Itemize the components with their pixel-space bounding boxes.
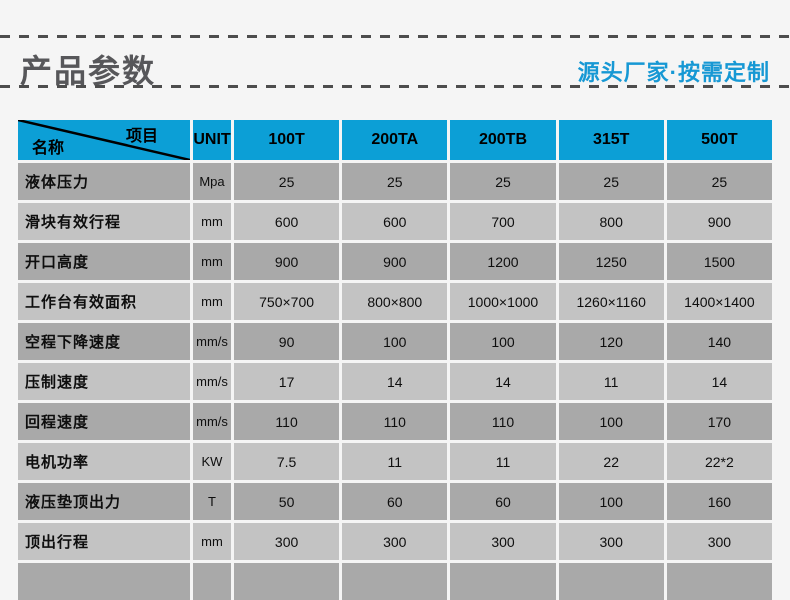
row-value-cell: 800×800 <box>342 283 448 320</box>
row-unit-cell: mm <box>193 243 231 280</box>
row-value-cell: 25 <box>234 163 340 200</box>
row-value-cell: 1250 <box>558 243 664 280</box>
row-value-cell: 300 <box>558 523 664 560</box>
next-row-sliver-cell <box>450 563 556 600</box>
next-row-sliver-cell <box>193 563 231 600</box>
row-value-cell: 110 <box>342 403 448 440</box>
row-value-cell: 25 <box>450 163 556 200</box>
spec-table: 项目 名称 UNIT 100T 200TA 200TB 315T 500T 液体压力 Mpa… <box>18 120 772 600</box>
row-unit-cell: mm/s <box>193 323 231 360</box>
row-value-cell: 600 <box>342 203 448 240</box>
row-name-cell: 滑块有效行程 <box>18 203 190 240</box>
row-value-cell: 1500 <box>666 243 772 280</box>
row-value-cell: 7.5 <box>234 443 340 480</box>
dashed-divider-top <box>0 35 790 38</box>
row-name-cell: 液压垫顶出力 <box>18 483 190 520</box>
row-name-cell: 液体压力 <box>18 163 190 200</box>
row-unit-cell: KW <box>193 443 231 480</box>
row-name-cell: 空程下降速度 <box>18 323 190 360</box>
row-value-cell: 110 <box>450 403 556 440</box>
row-value-cell: 11 <box>558 363 664 400</box>
row-value-cell: 170 <box>666 403 772 440</box>
row-unit-cell: mm/s <box>193 403 231 440</box>
row-value-cell: 90 <box>234 323 340 360</box>
row-value-cell: 300 <box>450 523 556 560</box>
dashed-divider-bottom <box>0 85 790 88</box>
corner-top-label: 项目 <box>125 128 158 145</box>
page-tagline: 源头厂家·按需定制 <box>577 60 770 85</box>
row-value-cell: 300 <box>342 523 448 560</box>
row-value-cell: 110 <box>234 403 340 440</box>
row-value-cell: 25 <box>558 163 664 200</box>
row-value-cell: 1200 <box>450 243 556 280</box>
row-value-cell: 100 <box>558 403 664 440</box>
row-value-cell: 900 <box>342 243 448 280</box>
row-unit-cell: T <box>193 483 231 520</box>
row-value-cell: 600 <box>234 203 340 240</box>
model-header-cell: 200TB <box>450 120 556 160</box>
next-row-sliver-cell <box>18 563 190 600</box>
row-value-cell: 300 <box>666 523 772 560</box>
row-value-cell: 50 <box>234 483 340 520</box>
row-value-cell: 22 <box>558 443 664 480</box>
row-name-cell: 顶出行程 <box>18 523 190 560</box>
row-value-cell: 750×700 <box>234 283 340 320</box>
row-value-cell: 14 <box>666 363 772 400</box>
row-value-cell: 160 <box>666 483 772 520</box>
row-unit-cell: Mpa <box>193 163 231 200</box>
row-value-cell: 14 <box>450 363 556 400</box>
row-name-cell: 工作台有效面积 <box>18 283 190 320</box>
row-value-cell: 140 <box>666 323 772 360</box>
diagonal-line <box>18 120 190 160</box>
row-value-cell: 700 <box>450 203 556 240</box>
row-value-cell: 900 <box>234 243 340 280</box>
model-header-cell: 315T <box>558 120 664 160</box>
row-value-cell: 25 <box>666 163 772 200</box>
row-name-cell: 压制速度 <box>18 363 190 400</box>
corner-bottom-label: 名称 <box>32 140 65 157</box>
row-unit-cell: mm <box>193 203 231 240</box>
next-row-sliver-cell <box>342 563 448 600</box>
row-name-cell: 电机功率 <box>18 443 190 480</box>
row-value-cell: 22*2 <box>666 443 772 480</box>
row-value-cell: 14 <box>342 363 448 400</box>
row-name-cell: 开口高度 <box>18 243 190 280</box>
row-value-cell: 100 <box>342 323 448 360</box>
row-value-cell: 17 <box>234 363 340 400</box>
row-value-cell: 11 <box>450 443 556 480</box>
corner-cell: 项目 名称 <box>18 120 190 160</box>
row-value-cell: 11 <box>342 443 448 480</box>
row-value-cell: 800 <box>558 203 664 240</box>
model-header-cell: 500T <box>666 120 772 160</box>
row-value-cell: 25 <box>342 163 448 200</box>
next-row-sliver-cell <box>666 563 772 600</box>
row-value-cell: 120 <box>558 323 664 360</box>
row-value-cell: 1260×1160 <box>558 283 664 320</box>
row-unit-cell: mm <box>193 523 231 560</box>
row-unit-cell: mm/s <box>193 363 231 400</box>
next-row-sliver-cell <box>558 563 664 600</box>
row-value-cell: 1000×1000 <box>450 283 556 320</box>
unit-header-cell: UNIT <box>193 120 231 160</box>
row-value-cell: 100 <box>450 323 556 360</box>
row-unit-cell: mm <box>193 283 231 320</box>
model-header-cell: 100T <box>234 120 340 160</box>
row-value-cell: 300 <box>234 523 340 560</box>
row-value-cell: 60 <box>450 483 556 520</box>
row-value-cell: 1400×1400 <box>666 283 772 320</box>
model-header-cell: 200TA <box>342 120 448 160</box>
page-title: 产品参数 <box>20 53 157 89</box>
row-value-cell: 100 <box>558 483 664 520</box>
row-name-cell: 回程速度 <box>18 403 190 440</box>
row-value-cell: 60 <box>342 483 448 520</box>
row-value-cell: 900 <box>666 203 772 240</box>
next-row-sliver-cell <box>234 563 340 600</box>
